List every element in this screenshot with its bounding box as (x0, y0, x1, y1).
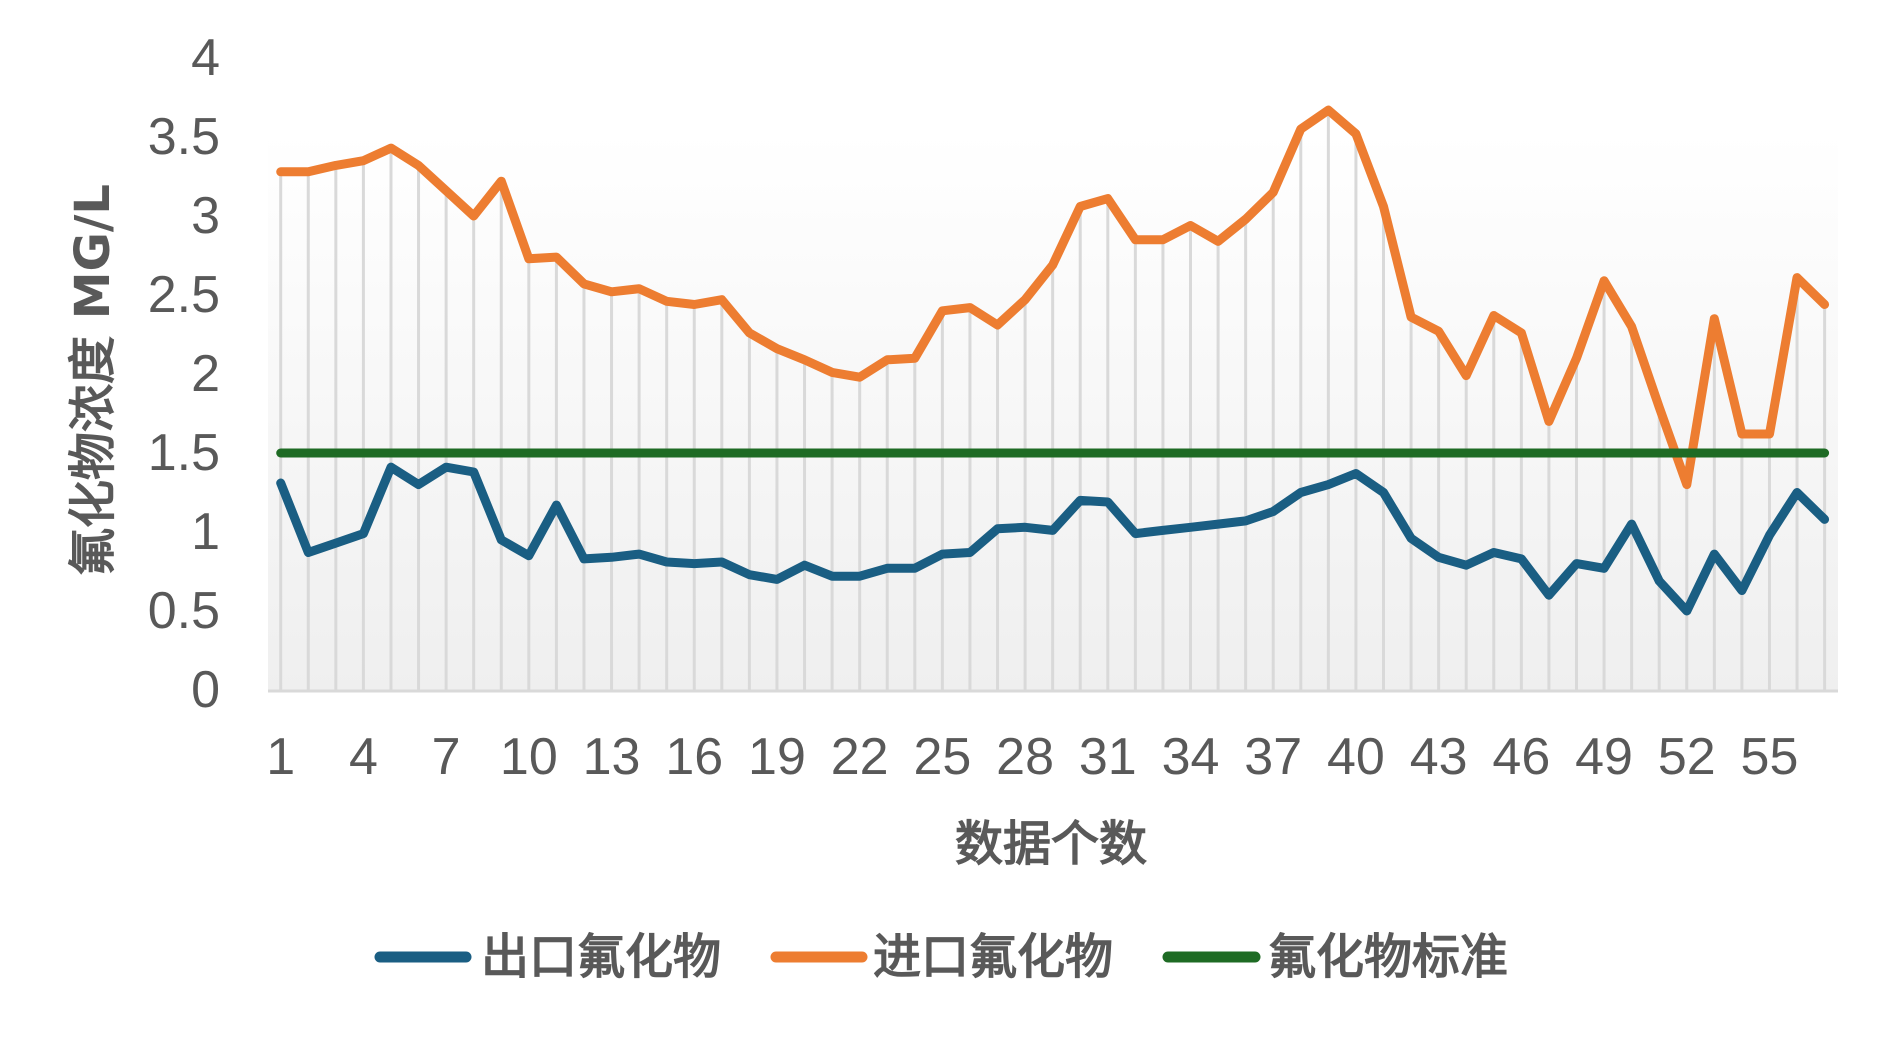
x-axis-ticks: 1 4 7 10 13 16 19 22 25 28 31 34 37 40 43 46 49 52 55 (266, 728, 1798, 786)
x-tick-label: 1 (266, 728, 295, 786)
x-tick-label: 49 (1575, 728, 1633, 786)
x-tick-label: 7 (432, 728, 461, 786)
legend-label: 氟化物标准 (1268, 929, 1508, 985)
legend-item-outlet[interactable]: 出口氟化物 (374, 929, 721, 985)
y-axis-title: 氟化物浓度 MG/L (65, 184, 121, 576)
x-tick-label: 22 (831, 728, 889, 786)
legend-label: 出口氟化物 (481, 929, 721, 985)
y-tick-label: 1.5 (148, 424, 220, 482)
x-tick-label: 46 (1492, 728, 1550, 786)
legend: 出口氟化物 进口氟化物 氟化物标准 (374, 929, 1508, 985)
y-tick-label: 0 (191, 661, 220, 719)
x-tick-label: 52 (1658, 728, 1716, 786)
y-tick-label: 4 (191, 29, 220, 87)
x-tick-label: 34 (1162, 728, 1220, 786)
legend-item-standard[interactable]: 氟化物标准 (1162, 929, 1508, 985)
x-tick-label: 37 (1244, 728, 1302, 786)
x-tick-label: 28 (996, 728, 1054, 786)
y-tick-label: 1 (191, 503, 220, 561)
x-tick-label: 19 (748, 728, 806, 786)
x-tick-label: 43 (1410, 728, 1468, 786)
y-tick-label: 3 (191, 187, 220, 245)
x-tick-label: 55 (1741, 728, 1799, 786)
x-tick-label: 40 (1327, 728, 1385, 786)
y-axis-ticks: 0 0.5 1 1.5 2 2.5 3 3.5 4 (148, 29, 220, 719)
y-tick-label: 0.5 (148, 582, 220, 640)
x-tick-label: 10 (500, 728, 558, 786)
x-tick-label: 4 (349, 728, 378, 786)
x-tick-label: 31 (1079, 728, 1137, 786)
series-line-0[interactable] (276, 462, 1830, 616)
y-tick-label: 2.5 (148, 266, 220, 324)
x-tick-label: 13 (583, 728, 641, 786)
legend-item-inlet[interactable]: 进口氟化物 (770, 929, 1113, 985)
y-tick-label: 3.5 (148, 108, 220, 166)
drop-lines (279, 110, 1827, 690)
x-axis-title: 数据个数 (955, 816, 1147, 872)
series-layer (276, 105, 1830, 616)
x-tick-label: 16 (665, 728, 723, 786)
legend-label: 进口氟化物 (873, 929, 1113, 985)
x-tick-label: 25 (913, 728, 971, 786)
y-tick-label: 2 (191, 345, 220, 403)
series-line-1[interactable] (276, 105, 1830, 490)
